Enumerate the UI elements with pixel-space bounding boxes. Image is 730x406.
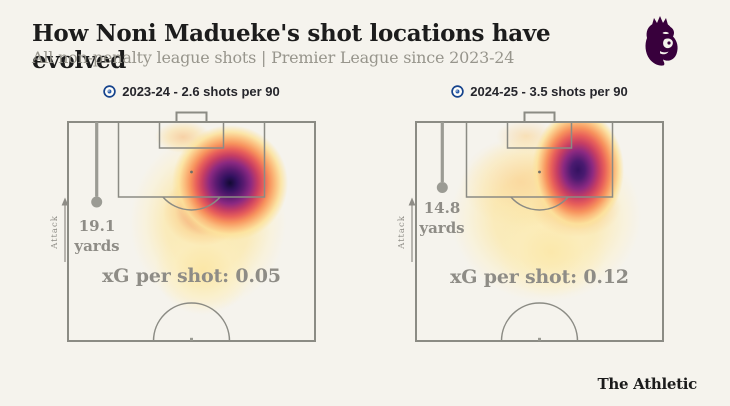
penalty-box [465,121,614,198]
the-athletic-wordmark: The Athletic [597,375,698,393]
pitch-diagram-2024-25: Attack [397,111,664,342]
panel-header-2024-25: 2024-25 - 3.5 shots per 90 [416,82,663,100]
attack-direction-arrow: Attack [50,197,69,262]
centre-circle [152,302,231,342]
page-subtitle: All non-penalty league shots | Premier L… [32,48,515,67]
distance-unit: yards [419,219,465,237]
page-title: How Noni Madueke's shot locations have e… [32,20,551,74]
distance-value: 19.1 [78,217,116,235]
avg-distance-label-2024-25: 14.8 yards [407,198,477,238]
distance-value: 14.8 [423,199,461,217]
goal-outline [523,111,556,123]
chelsea-club-badge-icon [103,84,116,98]
xg-per-shot-label-2023-24: xG per shot: 0.05 [102,265,281,287]
avg-distance-label-2023-24: 19.1 yards [62,216,132,256]
panel-label: 2024-25 - 3.5 shots per 90 [470,83,628,99]
avg-distance-marker [91,122,103,208]
panel-label: 2023-24 - 2.6 shots per 90 [122,83,280,99]
avg-distance-marker [436,122,448,193]
shot-heatmap-2024-25 [416,122,663,341]
xg-per-shot-label-2024-25: xG per shot: 0.12 [450,266,629,288]
shot-heatmap-2023-24 [68,122,315,341]
six-yard-box [158,121,225,149]
premier-league-logo-icon [645,16,678,66]
attack-label: Attack [397,215,407,250]
chelsea-club-badge-icon [451,84,464,98]
goal-outline [175,111,208,123]
panel-header-2023-24: 2023-24 - 2.6 shots per 90 [68,82,315,100]
attack-direction-arrow: Attack [397,197,416,262]
centre-spot [190,337,193,341]
centre-spot [538,337,541,341]
pitch-diagram-2023-24: Attack [50,111,316,342]
penalty-spot [190,170,193,174]
penalty-box [117,121,266,198]
penalty-arc [162,196,221,211]
six-yard-box [506,121,573,149]
distance-unit: yards [74,237,120,255]
centre-circle [500,302,579,342]
penalty-spot [538,170,541,174]
attack-label: Attack [50,215,60,250]
penalty-arc [510,196,569,211]
